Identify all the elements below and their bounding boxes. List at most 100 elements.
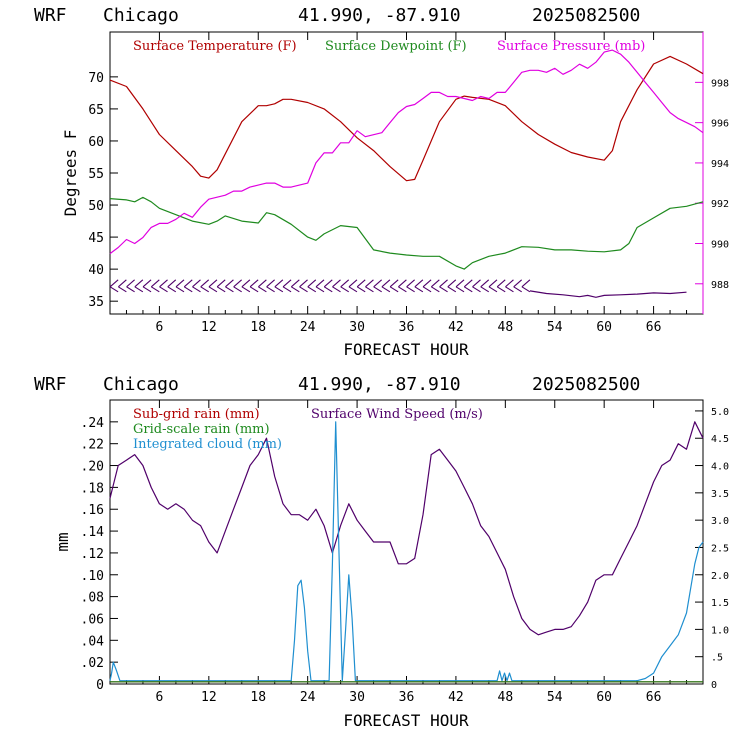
panel2-header: WRF Chicago 41.990, -87.910 2025082500: [34, 374, 640, 395]
legend-pressure: Surface Pressure (mb): [497, 39, 645, 54]
wind-barb: [430, 279, 440, 293]
x-tick-label: 60: [596, 690, 612, 705]
wind-barb: [175, 279, 185, 293]
wind-barb: [455, 279, 465, 293]
y-tick-label: 50: [88, 199, 104, 214]
y-tick-label: .20: [81, 460, 104, 475]
x-tick-label: 24: [300, 690, 316, 705]
panel2-legend: Sub-grid rain (mm) Surface Wind Speed (m…: [133, 407, 483, 452]
legend-gridscale-rain: Grid-scale rain (mm): [133, 422, 270, 437]
panel2-series: [109, 421, 704, 683]
wind-barb: [134, 279, 144, 293]
wind-barb: [290, 279, 300, 293]
x-tick-label: 6: [156, 320, 164, 335]
y-tick-label: .18: [81, 481, 104, 496]
header2-model: WRF: [34, 374, 67, 395]
y2-tick-label: 996: [711, 119, 729, 130]
wind-barb: [266, 279, 275, 293]
surface-dewpoint-f-line: [109, 196, 704, 270]
panel2-ylabel: mm: [53, 532, 72, 551]
y-tick-label: .14: [81, 525, 105, 540]
y-tick-label: .10: [81, 569, 104, 584]
wind-barb: [521, 279, 531, 293]
y-tick-label: .06: [81, 612, 104, 627]
y-tick-label: .08: [81, 591, 104, 606]
wind-barb: [274, 279, 284, 293]
header-coords: 41.990, -87.910: [298, 5, 461, 26]
wind-barb: [159, 279, 168, 293]
y2-tick-label: 990: [711, 240, 729, 251]
y2-tick-label: 2.0: [711, 571, 729, 582]
x-tick-label: 66: [646, 690, 662, 705]
x-tick-label: 60: [596, 320, 612, 335]
panel1-header: WRF Chicago 41.990, -87.910 2025082500: [34, 5, 640, 26]
wind-barb: [365, 279, 374, 293]
header2-location: Chicago: [103, 374, 179, 395]
wind-barb: [216, 279, 226, 293]
x-tick-label: 30: [349, 320, 365, 335]
wind-barb: [381, 279, 391, 293]
wind-barb: [332, 279, 341, 293]
wind-barb: [488, 279, 498, 293]
legend-wind-speed: Surface Wind Speed (m/s): [311, 407, 483, 422]
y-tick-label: 55: [88, 167, 104, 182]
surface-pressure-mb-line: [109, 49, 704, 255]
x-tick-label: 48: [498, 320, 514, 335]
x-tick-label: 66: [646, 320, 662, 335]
y2-tick-label: 998: [711, 78, 729, 89]
wind-barb: [282, 279, 292, 293]
header2-coords: 41.990, -87.910: [298, 374, 461, 395]
legend-temperature: Surface Temperature (F): [133, 39, 297, 54]
wind-barb: [200, 279, 210, 293]
wind-barb: [315, 279, 325, 293]
wind-barb: [323, 279, 333, 293]
wind-barb: [299, 279, 308, 293]
y-tick-label: .24: [81, 416, 105, 431]
x-tick-label: 54: [547, 690, 563, 705]
x-tick-label: 48: [498, 690, 514, 705]
y-tick-label: .04: [81, 634, 105, 649]
wind-barb: [496, 279, 506, 293]
panel2-ticks: 6 12 18 24 30 36 42 48 54 60 66 0 .02 .04 .06 .08 .10 .12…: [81, 400, 729, 705]
x-tick-label: 36: [399, 320, 415, 335]
wind-barb: [340, 279, 350, 293]
surface-wind-speed-m-s-line: [109, 421, 704, 636]
y2-tick-label: 4.5: [711, 434, 729, 445]
y-tick-label: 65: [88, 103, 104, 118]
wind-barb: [249, 279, 259, 293]
wind-barb: [463, 279, 473, 293]
legend-subgrid-rain: Sub-grid rain (mm): [133, 407, 260, 422]
panel1-legend: Surface Temperature (F) Surface Dewpoint…: [133, 39, 645, 54]
y2-tick-label: 0: [711, 680, 717, 691]
x-tick-label: 12: [201, 320, 217, 335]
y2-tick-label: .5: [711, 653, 723, 664]
x-tick-label: 42: [448, 690, 464, 705]
y2-tick-label: 1.5: [711, 598, 729, 609]
wind-barb: [117, 279, 127, 293]
legend-cloud: Integrated cloud (mm): [133, 437, 282, 452]
panel1-frame: [109, 31, 704, 315]
y2-tick-label: 3.5: [711, 489, 729, 500]
header2-run: 2025082500: [532, 374, 640, 395]
y2-tick-label: 3.0: [711, 516, 729, 527]
wind-barb: [109, 279, 119, 293]
y2-tick-label: 4.0: [711, 462, 729, 473]
x-tick-label: 54: [547, 320, 563, 335]
y2-tick-label: 994: [711, 159, 729, 170]
wind-barb: [447, 279, 457, 293]
y2-tick-label: 5.0: [711, 407, 729, 418]
y2-tick-label: 2.5: [711, 543, 729, 554]
panel2-xlabel: FORECAST HOUR: [343, 711, 469, 730]
wind-barb: [373, 279, 383, 293]
wind-barb: [183, 279, 193, 293]
header-run: 2025082500: [532, 5, 640, 26]
wind-barb: [389, 279, 399, 293]
legend-dewpoint: Surface Dewpoint (F): [325, 39, 467, 54]
x-tick-label: 24: [300, 320, 316, 335]
x-tick-label: 36: [399, 690, 415, 705]
y2-tick-label: 992: [711, 199, 729, 210]
wind-barb: [398, 279, 407, 293]
header-location: Chicago: [103, 5, 179, 26]
panel1-ylabel: Degrees F: [61, 130, 80, 217]
